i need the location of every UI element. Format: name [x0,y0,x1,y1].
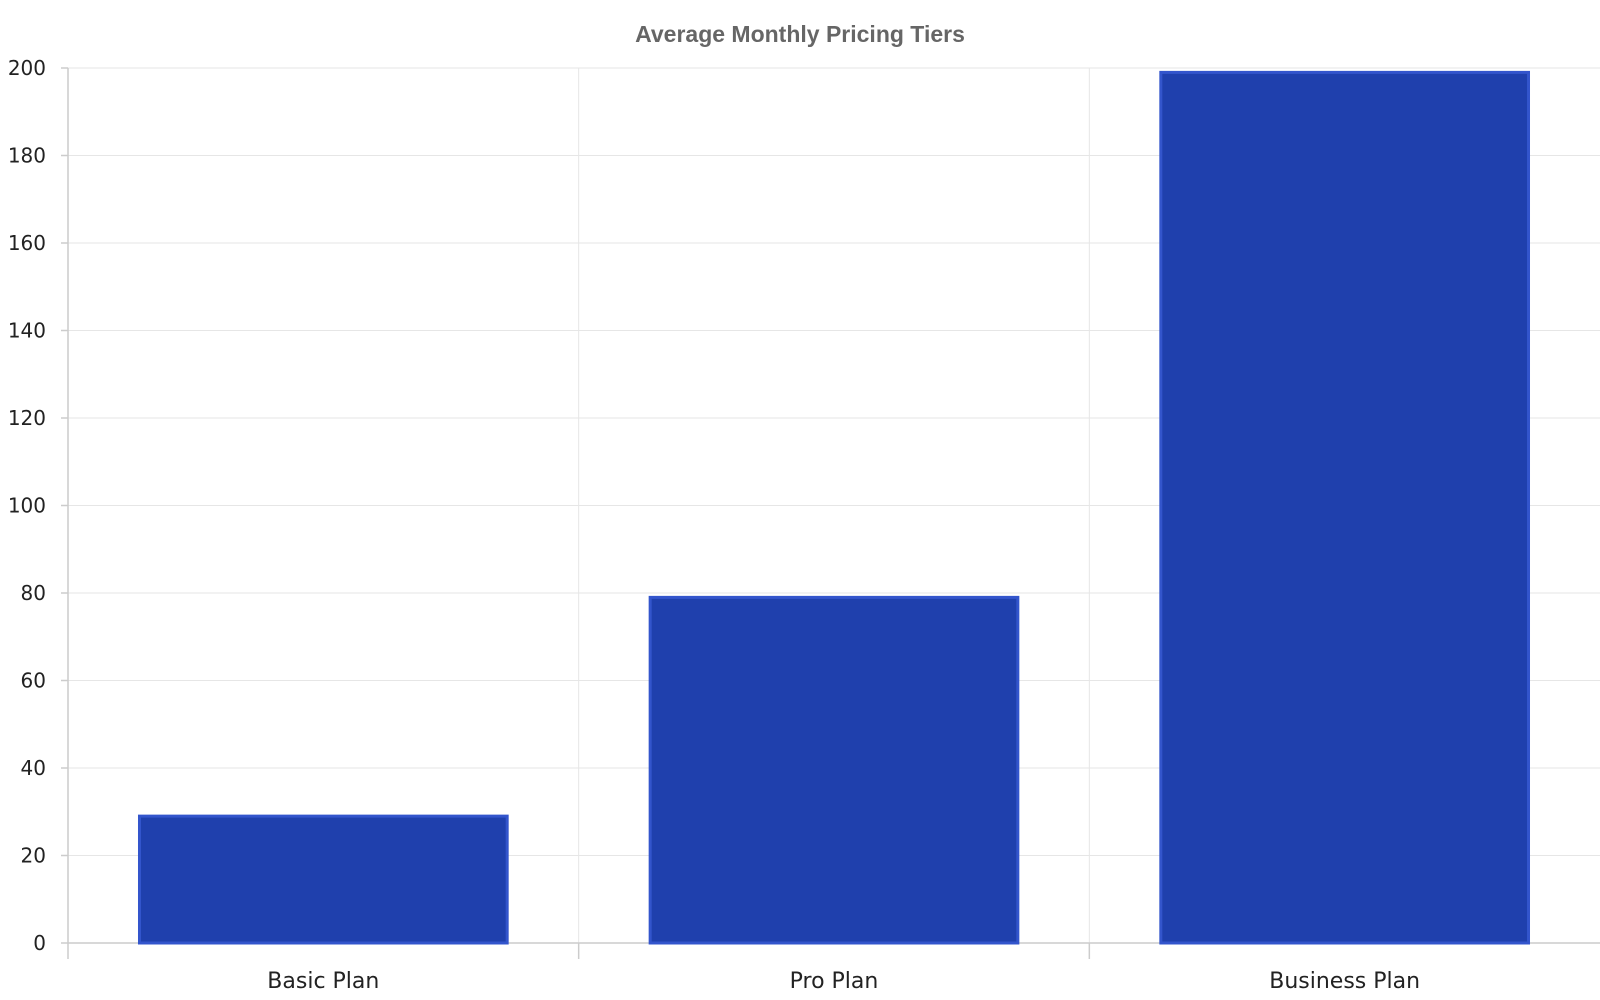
bar [137,814,509,945]
y-tick-label: 100 [8,494,46,518]
chart-title: Average Monthly Pricing Tiers [635,21,965,47]
bar [648,595,1020,945]
bar [1159,70,1531,945]
gridlines [68,67,1600,943]
y-tick-label: 80 [21,581,46,605]
y-axis-ticks: 0 20 40 60 80 100 120 140 160 180 200 [8,56,46,955]
y-tick-label: 120 [8,406,46,430]
y-tick-label: 160 [8,231,46,255]
x-tick-label: Basic Plan [267,969,379,994]
y-tick-label: 0 [33,931,46,955]
x-tick-label: Business Plan [1269,969,1420,994]
y-tick-label: 200 [8,56,46,80]
y-tick-label: 20 [21,844,46,868]
x-axis-labels: Basic Plan Pro Plan Business Plan [267,969,1420,994]
y-tick-label: 40 [21,756,46,780]
y-tick-label: 180 [8,144,46,168]
y-tick-label: 140 [8,319,46,343]
bars [137,70,1531,945]
y-tick-label: 60 [21,669,46,693]
x-tick-label: Pro Plan [790,969,879,994]
